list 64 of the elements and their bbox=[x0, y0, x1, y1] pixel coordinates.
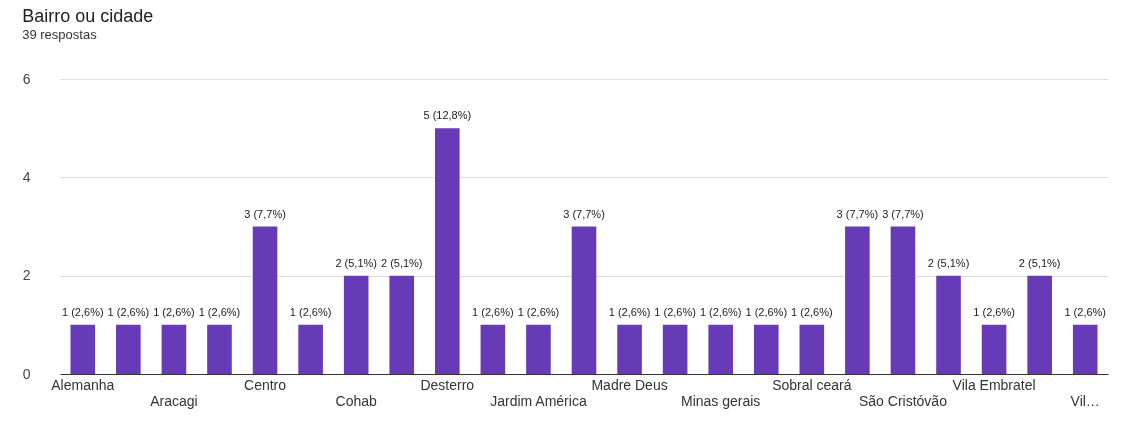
bar bbox=[799, 324, 825, 374]
data-label: 1 (2,6%) bbox=[1064, 305, 1107, 318]
bar bbox=[571, 226, 597, 374]
bar bbox=[70, 324, 96, 374]
data-label: 3 (7,7%) bbox=[244, 207, 286, 220]
data-label: 5 (12,8%) bbox=[423, 109, 472, 122]
data-label: 3 (7,7%) bbox=[563, 207, 605, 220]
data-label: 2 (5,1%) bbox=[335, 256, 377, 269]
bar bbox=[161, 324, 187, 374]
x-tick-label: Jardim América bbox=[490, 392, 587, 409]
x-tick-label: Alemanha bbox=[51, 376, 115, 393]
y-tick-label: 6 bbox=[22, 70, 31, 87]
data-label: 1 (2,6%) bbox=[791, 305, 833, 318]
data-label: 1 (2,6%) bbox=[699, 305, 742, 318]
data-label: 1 (2,6%) bbox=[153, 305, 195, 318]
data-label: 1 (2,6%) bbox=[745, 305, 788, 318]
data-label: 2 (5,1%) bbox=[927, 256, 970, 269]
x-tick-label: Minas gerais bbox=[681, 392, 761, 409]
data-label: 1 (2,6%) bbox=[289, 305, 332, 318]
data-label: 1 (2,6%) bbox=[517, 305, 560, 318]
chart-subtitle: 39 respostas bbox=[22, 27, 98, 42]
bar bbox=[1027, 275, 1052, 374]
y-tick-label: 4 bbox=[22, 168, 31, 185]
data-label: 1 (2,6%) bbox=[608, 305, 651, 318]
bar bbox=[298, 324, 323, 374]
bar bbox=[480, 324, 506, 374]
data-label: 2 (5,1%) bbox=[380, 256, 423, 269]
x-tick-label: Cohab bbox=[335, 392, 378, 409]
bar bbox=[845, 226, 870, 374]
bar bbox=[981, 324, 1007, 374]
x-tick-label: Aracagi bbox=[150, 392, 198, 409]
data-label: 1 (2,6%) bbox=[472, 305, 514, 318]
data-label: 2 (5,1%) bbox=[1018, 256, 1061, 269]
data-label: 1 (2,6%) bbox=[107, 305, 150, 318]
bar bbox=[708, 324, 733, 374]
x-tick-label: Centro bbox=[244, 376, 287, 393]
bar bbox=[389, 275, 415, 374]
data-label: 1 (2,6%) bbox=[973, 305, 1015, 318]
bar bbox=[890, 226, 916, 374]
bar bbox=[207, 324, 232, 374]
chart-title: Bairro ou cidade bbox=[22, 6, 154, 26]
bar bbox=[617, 324, 642, 374]
bar bbox=[662, 324, 688, 374]
data-label: 1 (2,6%) bbox=[198, 305, 241, 318]
bar bbox=[116, 324, 141, 374]
x-tick-label: Madre Deus bbox=[591, 376, 668, 393]
x-tick-label: Vila Embratel bbox=[952, 376, 1036, 393]
bar bbox=[435, 128, 460, 374]
x-tick-label: Vil… bbox=[1070, 392, 1100, 409]
data-label: 1 (2,6%) bbox=[61, 305, 104, 318]
data-label: 3 (7,7%) bbox=[882, 207, 924, 220]
bar bbox=[526, 324, 551, 374]
x-tick-label: São Cristóvão bbox=[858, 392, 948, 409]
x-tick-label: Desterro bbox=[420, 376, 475, 393]
bar bbox=[753, 324, 779, 374]
bar bbox=[936, 275, 961, 374]
bar bbox=[1072, 324, 1098, 374]
y-tick-label: 0 bbox=[22, 365, 31, 382]
data-label: 3 (7,7%) bbox=[836, 207, 879, 220]
x-tick-label: Sobral ceará bbox=[772, 376, 852, 393]
data-label: 1 (2,6%) bbox=[654, 305, 696, 318]
bar bbox=[252, 226, 278, 374]
y-tick-label: 2 bbox=[22, 267, 31, 284]
bar bbox=[343, 275, 369, 374]
